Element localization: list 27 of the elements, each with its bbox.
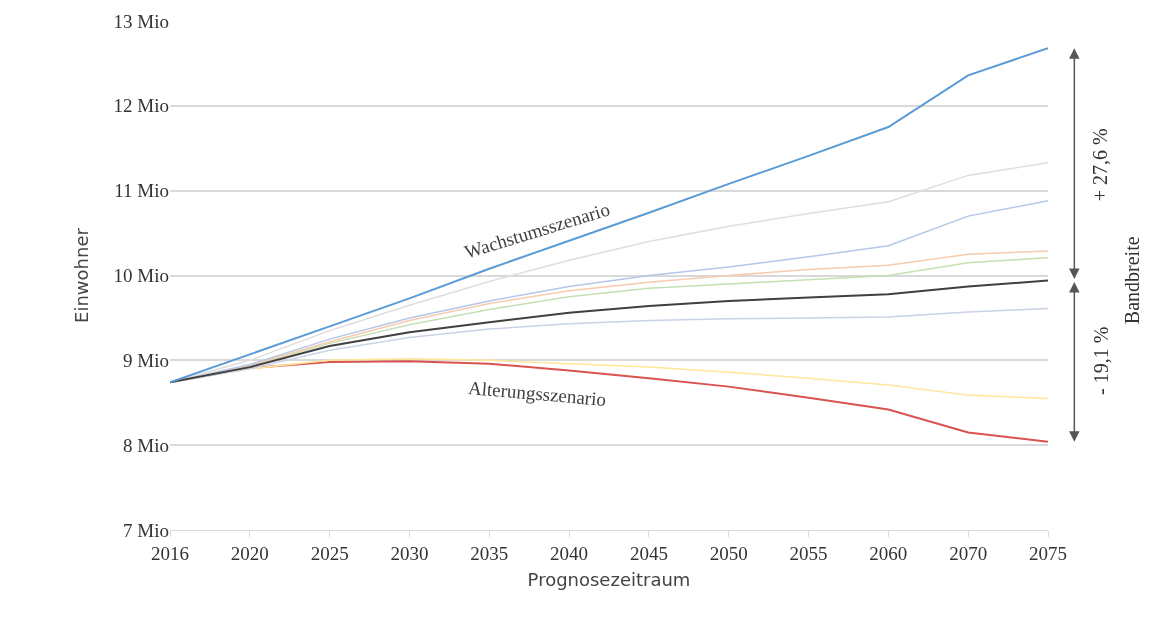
text: + 27,6 % — [1089, 128, 1112, 202]
x-axis-title: Prognosezeitraum — [527, 568, 691, 590]
text: - 19,1 % — [1089, 326, 1112, 396]
y-tick-label: 13 Mio — [113, 10, 169, 32]
x-tick-label: 2050 — [709, 542, 748, 564]
x-tick-label: 2045 — [629, 542, 668, 564]
line-series — [170, 47, 1048, 384]
x-tick-label: 2025 — [310, 542, 349, 564]
x-tick-label: 2055 — [789, 542, 828, 564]
y-tick-label: 11 Mio — [114, 180, 169, 202]
x-tick-label: 2020 — [230, 542, 269, 564]
x-tick-label: 2030 — [390, 542, 429, 564]
y-tick-label: 7 Mio — [123, 519, 169, 541]
series-label: Alterungsszenario — [467, 377, 607, 410]
y-tick-label: 12 Mio — [113, 95, 169, 117]
x-tick-label: 2016 — [151, 542, 189, 564]
y-axis-title: Einwohner — [70, 227, 92, 323]
x-tick-label: 2060 — [869, 542, 908, 564]
x-tick-label: 2070 — [949, 542, 988, 564]
y-tick-label: 8 Mio — [123, 434, 169, 456]
text: Bandbreite — [1120, 236, 1143, 325]
line-series — [170, 279, 1048, 384]
x-tick-label: 2075 — [1029, 542, 1067, 564]
y-tick-label: 10 Mio — [113, 265, 169, 287]
y-tick-label: 9 Mio — [123, 349, 169, 371]
x-tick-label: 2040 — [550, 542, 589, 564]
x-tick-label: 2035 — [470, 542, 509, 564]
